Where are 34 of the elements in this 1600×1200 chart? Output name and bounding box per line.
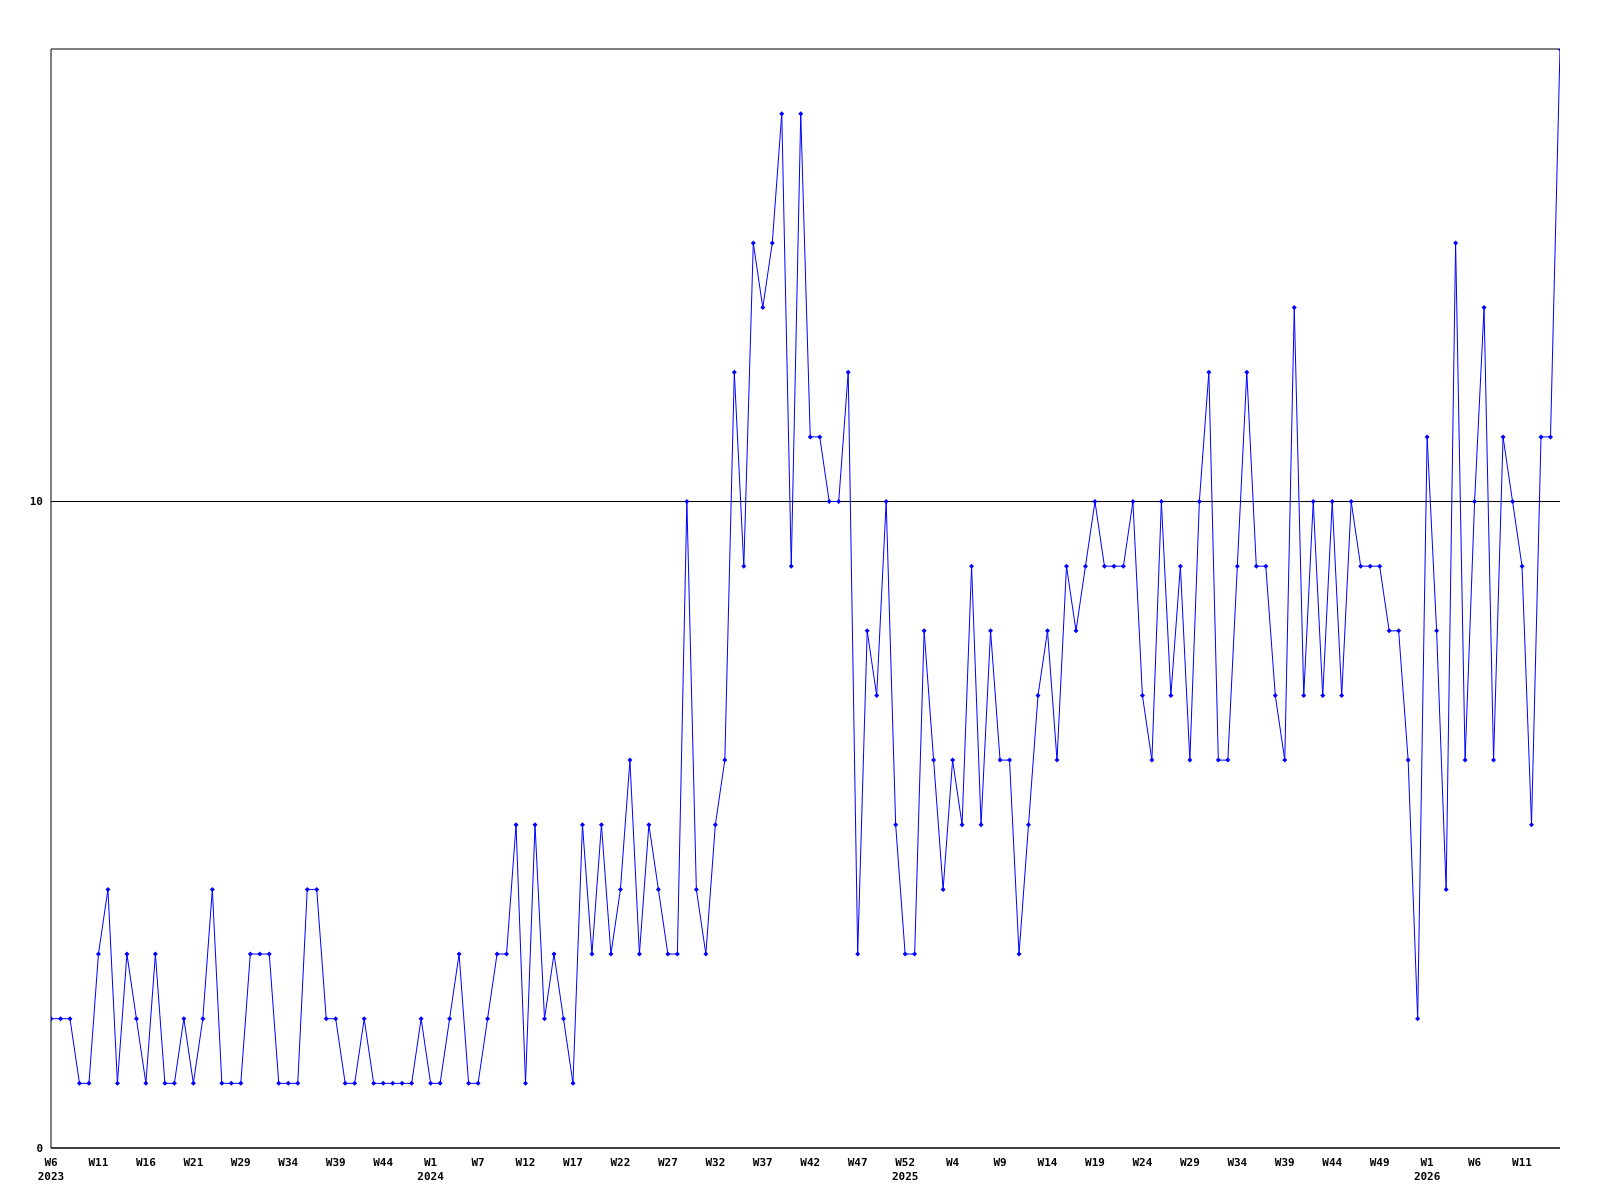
x-tick-label: W6 (1467, 1156, 1482, 1169)
x-tick-label: W44 (1322, 1156, 1343, 1169)
x-tick-label: W29 (230, 1156, 251, 1169)
x-tick-label: W9 (993, 1156, 1007, 1169)
x-tick-label: W52 2025 (891, 1156, 919, 1183)
x-tick-label: W44 (373, 1156, 394, 1169)
x-tick-label: W39 (325, 1156, 346, 1169)
x-tick-label: W19 (1085, 1156, 1105, 1169)
x-tick-label: W39 (1274, 1156, 1295, 1169)
x-tick-label: W17 (563, 1156, 583, 1169)
x-tick-label: W1 2026 (1413, 1156, 1441, 1183)
x-tick-label: W34 (278, 1156, 299, 1169)
x-tick-label: W47 (847, 1156, 868, 1169)
x-tick-label: W22 (610, 1156, 631, 1169)
x-tick-label: W4 (945, 1156, 960, 1169)
x-tick-label: W32 (705, 1156, 726, 1169)
x-tick-label: W37 (752, 1156, 773, 1169)
x-tick-label: W29 (1179, 1156, 1200, 1169)
x-tick-label: W14 (1037, 1156, 1058, 1169)
y-tick-label: 10 (29, 495, 43, 509)
x-tick-label: W27 (657, 1156, 678, 1169)
y-tick-label: 0 (36, 1141, 43, 1155)
x-tick-label: W11 (1512, 1156, 1533, 1169)
x-tick-label: W49 (1369, 1156, 1390, 1169)
x-tick-label: W24 (1132, 1156, 1153, 1169)
x-tick-label: W12 (515, 1156, 536, 1169)
x-tick-label: W42 (800, 1156, 821, 1169)
x-tick-label: W34 (1227, 1156, 1248, 1169)
x-tick-label: W1 2024 (417, 1156, 445, 1183)
x-tick-label: W6 2023 (37, 1156, 65, 1183)
x-tick-label: W11 (88, 1156, 109, 1169)
x-tick-label: W21 (183, 1156, 204, 1169)
x-tick-label: W7 (471, 1156, 485, 1169)
x-tick-label: W16 (135, 1156, 157, 1169)
